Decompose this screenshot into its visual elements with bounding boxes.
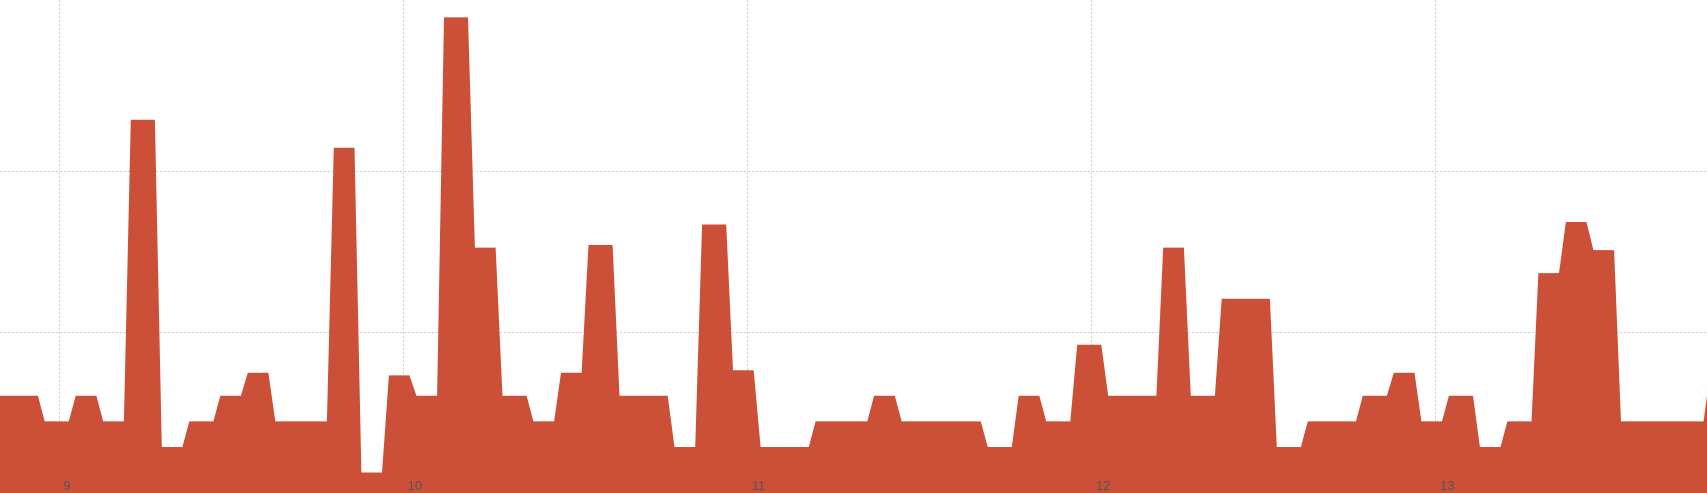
x-tick-label: 9 [64, 478, 71, 493]
area-series [0, 17, 1707, 493]
x-axis-ticks: 9 10 11 12 13 [64, 478, 1455, 493]
x-tick-label: 10 [408, 478, 422, 493]
x-tick-label: 13 [1440, 478, 1454, 493]
x-tick-label: 12 [1096, 478, 1110, 493]
x-tick-label: 11 [752, 478, 766, 493]
